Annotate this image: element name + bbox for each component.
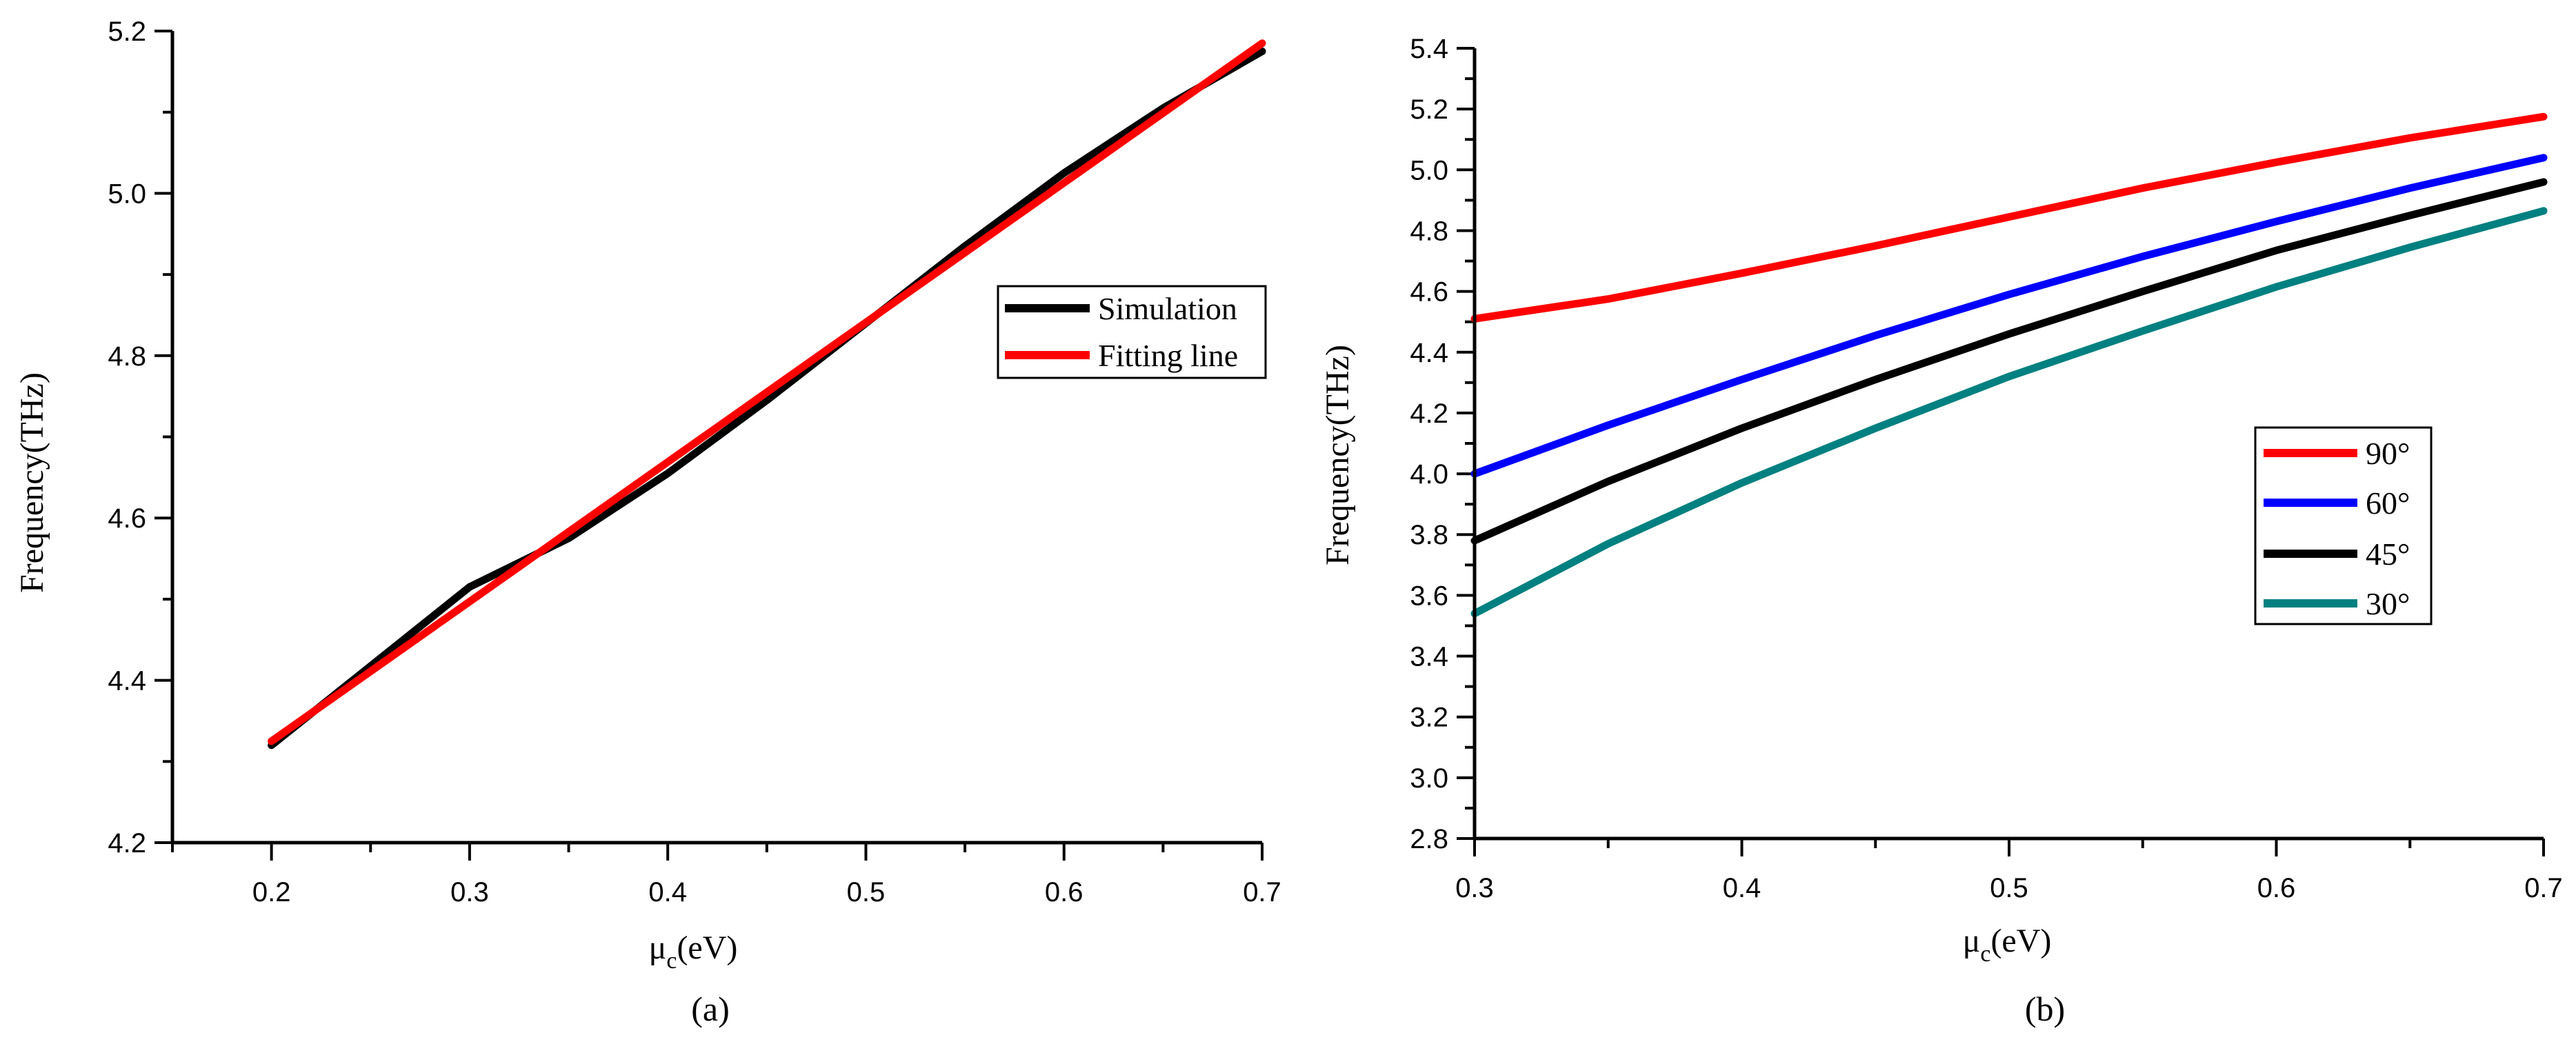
panel-b-caption: (b) — [2025, 990, 2065, 1028]
panel-a-caption: (a) — [691, 990, 730, 1028]
y-tick-label: 2.8 — [1410, 824, 1448, 854]
y-tick-label: 4.4 — [1410, 338, 1448, 368]
panel-b-legend-label-90: 90° — [2366, 436, 2410, 471]
panel-b-legend-box — [2254, 426, 2433, 625]
x-tick-label: 0.2 — [252, 877, 291, 907]
x-tick-label: 0.3 — [1455, 873, 1494, 903]
y-tick-label: 3.8 — [1410, 520, 1448, 550]
panel-b-legend: 90° 60° 45° 30° — [2254, 426, 2433, 625]
panel-b-y-axis-title: Frequency(THz) — [1319, 345, 1356, 565]
series-line-90 — [1470, 112, 2548, 323]
series-line-fitting-line — [268, 39, 1266, 745]
panel-b: 0.3 0.4 0.5 0.6 0.7 2.8 3.0 3.2 3.4 3.6 3.8 4.0 4.2… — [1319, 34, 2563, 1028]
y-tick-label: 4.8 — [108, 341, 146, 372]
y-tick-label: 5.4 — [1410, 34, 1448, 64]
y-tick-label: 5.2 — [108, 17, 146, 47]
panel-b-legend-label-30: 30° — [2366, 586, 2410, 621]
y-tick-label: 4.0 — [1410, 459, 1448, 490]
x-tick-label: 0.6 — [1045, 877, 1084, 907]
x-tick-label: 0.6 — [2257, 873, 2296, 903]
y-tick-label: 4.4 — [108, 666, 146, 696]
y-tick-label: 4.2 — [1410, 399, 1448, 429]
panel-b-x-tick-labels: 0.3 0.4 0.5 0.6 0.7 — [1455, 873, 2563, 903]
x-tick-label: 0.7 — [1243, 877, 1281, 907]
series-line-60 — [1470, 154, 2548, 478]
panel-b-x-axis-title: μc(eV) — [1963, 923, 2052, 967]
y-tick-label: 3.0 — [1410, 763, 1448, 794]
panel-b-series — [1470, 112, 2548, 618]
x-tick-label: 0.4 — [1723, 873, 1761, 903]
panel-a-x-axis-title: μc(eV) — [649, 930, 738, 974]
y-tick-label: 5.0 — [108, 179, 146, 209]
y-tick-label: 3.2 — [1410, 703, 1448, 733]
panel-a-series — [268, 39, 1266, 750]
panel-b-legend-label-45: 45° — [2366, 536, 2410, 572]
y-tick-label: 3.6 — [1410, 581, 1448, 611]
panel-a-legend-label-simulation: Simulation — [1098, 291, 1237, 326]
y-tick-label: 4.6 — [108, 503, 146, 534]
panel-b-y-tick-labels: 2.8 3.0 3.2 3.4 3.6 3.8 4.0 4.2 4.4 4.6 4.8 5.0 5.2 5… — [1410, 34, 1448, 854]
panel-a-legend: Simulation Fitting line — [997, 285, 1267, 379]
x-tick-label: 0.4 — [648, 877, 687, 907]
panel-b-legend-label-60: 60° — [2366, 485, 2410, 521]
y-tick-label: 4.8 — [1410, 216, 1448, 246]
y-tick-label: 3.4 — [1410, 642, 1448, 672]
panel-a-legend-box — [997, 285, 1267, 379]
panel-a-legend-label-fitting: Fitting line — [1098, 338, 1238, 373]
x-tick-label: 0.3 — [450, 877, 489, 907]
y-tick-label: 4.2 — [108, 828, 146, 859]
y-tick-label: 5.2 — [1410, 94, 1448, 125]
y-tick-label: 5.0 — [1410, 155, 1448, 185]
x-tick-label: 0.5 — [847, 877, 886, 907]
x-tick-label: 0.7 — [2524, 873, 2563, 903]
panel-a-x-tick-labels: 0.2 0.3 0.4 0.5 0.6 0.7 — [252, 877, 1281, 907]
y-tick-label: 4.6 — [1410, 277, 1448, 308]
series-line-45 — [1470, 178, 2548, 545]
panel-a: 0.2 0.3 0.4 0.5 0.6 0.7 4.2 4.4 4.6 4.8 5.0 5.2 Fr… — [14, 17, 1281, 1028]
panel-a-y-tick-labels: 4.2 4.4 4.6 4.8 5.0 5.2 — [108, 17, 146, 859]
x-tick-label: 0.5 — [1990, 873, 2028, 903]
series-line-30 — [1470, 207, 2548, 618]
panel-a-y-axis-title: Frequency(THz) — [14, 372, 50, 593]
panel-b-ticks — [1457, 47, 2545, 856]
